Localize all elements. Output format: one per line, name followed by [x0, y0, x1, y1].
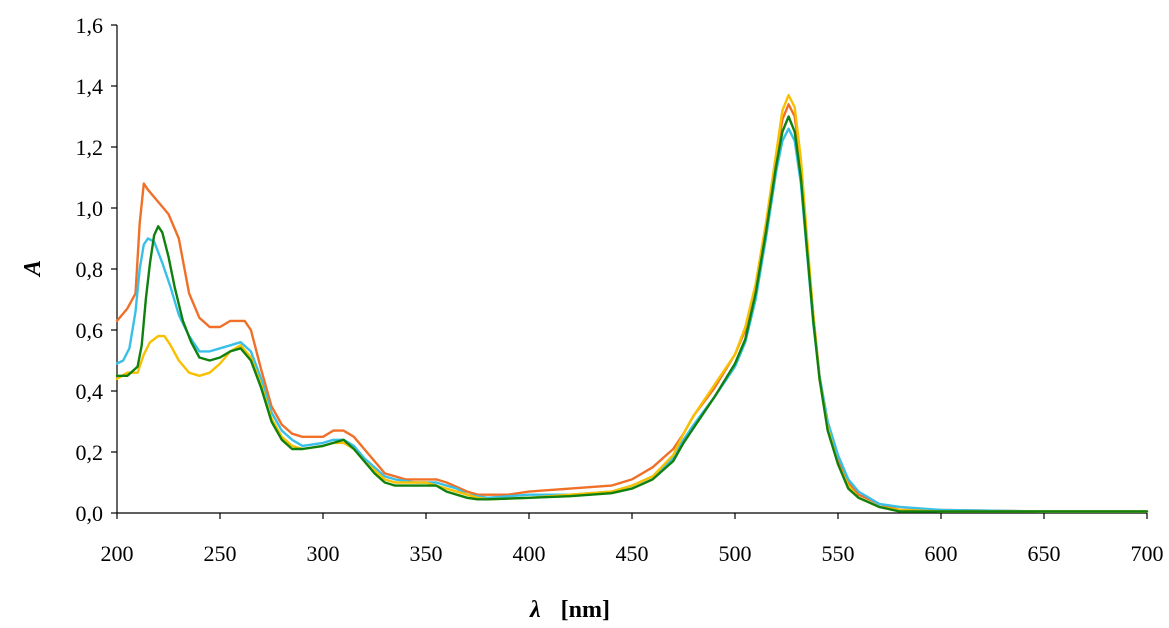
x-axis-unit: [nm] — [561, 597, 610, 623]
axes — [116, 25, 1147, 514]
series-line-2 — [115, 127, 1149, 513]
ticks: 200 250 300 350 400 450 500 550 600 650 700 0,0 0,2 0… — [76, 13, 1164, 566]
series-layer — [115, 93, 1149, 513]
y-axis-title: A — [20, 260, 46, 278]
x-tick-label: 350 — [410, 541, 443, 566]
series-line-4 — [115, 115, 1149, 513]
y-tick-label: 1,4 — [76, 74, 104, 99]
x-axis-title: λ [nm] — [529, 597, 610, 623]
x-tick-label: 250 — [204, 541, 237, 566]
y-tick-label: 1,6 — [76, 13, 104, 38]
y-tick-label: 0,4 — [76, 379, 104, 404]
y-tick-label: 0,8 — [76, 257, 104, 282]
x-tick-label: 600 — [925, 541, 958, 566]
x-tick-label: 550 — [822, 541, 855, 566]
y-tick-label: 1,0 — [76, 196, 104, 221]
series-line-1 — [115, 103, 1149, 513]
x-tick-label: 400 — [513, 541, 546, 566]
y-tick-label: 1,2 — [76, 135, 104, 160]
x-tick-label: 300 — [307, 541, 340, 566]
series-line-3 — [115, 93, 1149, 513]
y-tick-label: 0,2 — [76, 440, 104, 465]
x-axis-symbol: λ — [529, 597, 541, 623]
x-tick-label: 650 — [1028, 541, 1061, 566]
x-tick-label: 500 — [719, 541, 752, 566]
x-tick-label: 700 — [1131, 541, 1164, 566]
y-tick-label: 0,0 — [76, 501, 104, 526]
x-tick-label: 200 — [101, 541, 134, 566]
y-tick-label: 0,6 — [76, 318, 104, 343]
x-tick-label: 450 — [616, 541, 649, 566]
